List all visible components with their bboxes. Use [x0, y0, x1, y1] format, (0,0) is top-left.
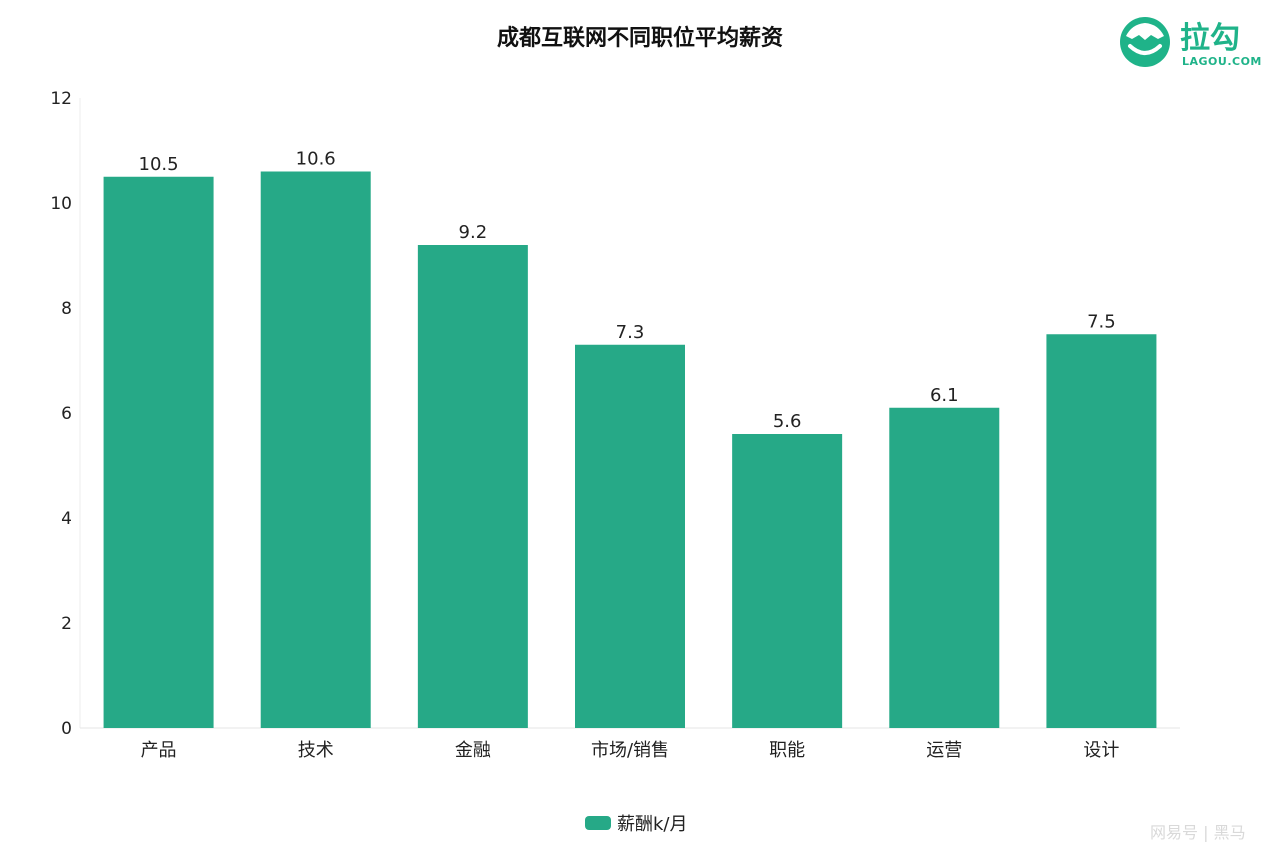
bar [575, 344, 685, 728]
bar [732, 434, 843, 728]
bar [103, 176, 214, 728]
watermark: 网易号 | 黑马 [1150, 823, 1246, 842]
x-tick-label: 设计 [1083, 740, 1119, 761]
legend: 薪酬k/月 [585, 814, 688, 835]
data-label: 9.2 [459, 222, 488, 243]
legend-label: 薪酬k/月 [617, 814, 688, 835]
y-tick-label: 6 [61, 404, 72, 424]
data-label: 10.5 [139, 154, 179, 175]
y-tick-label: 8 [61, 299, 72, 319]
data-label: 5.6 [773, 411, 802, 432]
bar [889, 407, 1000, 728]
y-tick-label: 4 [61, 509, 72, 529]
data-label: 7.5 [1087, 311, 1116, 332]
bar [260, 171, 371, 728]
lagou-logo: 拉勾 LAGOU.COM [1120, 17, 1262, 68]
bar [417, 245, 528, 728]
y-tick-label: 12 [50, 89, 72, 109]
logo-subtext: LAGOU.COM [1182, 55, 1262, 68]
x-tick-label: 运营 [926, 740, 962, 761]
data-label: 10.6 [296, 149, 336, 170]
x-tick-label: 市场/销售 [591, 740, 669, 761]
chart-title: 成都互联网不同职位平均薪资 [497, 25, 783, 51]
y-tick-label: 0 [61, 719, 72, 739]
legend-swatch [585, 816, 611, 830]
data-label: 7.3 [616, 322, 645, 343]
x-tick-label: 技术 [298, 740, 334, 761]
y-tick-label: 10 [50, 194, 72, 214]
bar [1046, 334, 1157, 728]
logo-text: 拉勾 [1180, 21, 1240, 56]
x-tick-label: 产品 [141, 740, 177, 761]
x-tick-label: 职能 [769, 740, 805, 761]
y-tick-label: 2 [61, 614, 72, 634]
lagou-logo-icon [1120, 17, 1170, 67]
data-labels: 10.5 10.6 9.2 7.3 5.6 6.1 7.5 [139, 149, 1116, 433]
axes: 0 2 4 6 8 10 12 产品 技术 金融 市场/销售 职能 运营 设计 [50, 89, 1180, 761]
x-tick-label: 金融 [455, 740, 491, 761]
data-label: 6.1 [930, 385, 959, 406]
bars [103, 171, 1157, 728]
